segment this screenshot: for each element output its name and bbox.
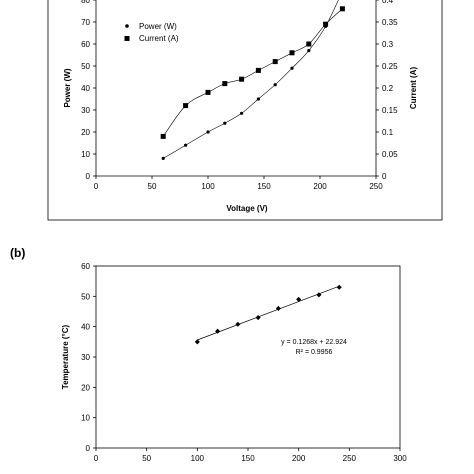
trendline-equation: y = 0.1268x + 22.924 [281,339,347,346]
chart-b-point [316,292,322,298]
chart-b-plot-area [95,265,401,449]
chart-b-point [275,305,281,312]
chart-a-y2-tick-label: 0.4 [382,0,394,5]
legend-power-marker [125,24,129,28]
legend-current-label: Current (A) [139,34,179,43]
chart-b-x-tick-label: 150 [241,454,255,463]
chart-a-ticks: 0 50 100 150 200 2500102030405060708000.050.1… [81,0,398,191]
chart-b-point [194,339,200,345]
chart-a-x-tick-label: 50 [148,182,157,191]
chart-a-y-tick-label: 60 [81,40,90,49]
chart-a-y2-tick-label: 0.1 [382,128,394,137]
chart-a-point-current [205,89,211,95]
chart-a-series [160,0,345,160]
chart-b-y-tick-label: 40 [81,323,90,332]
chart-b-y-tick-label: 10 [81,414,90,423]
chart-a-x-tick-label: 0 [94,182,99,191]
chart-a-axes [95,0,377,177]
chart-a-series-line-1 [163,0,339,159]
chart-a-y2-tick-label: 0.3 [382,40,394,49]
chart-a-point-power [240,111,244,115]
chart-b: 0 50 100 150 200 250 300 0 10 20 30 40 50 60 Temperat… [61,262,407,463]
chart-b-series [194,284,342,345]
panel-b-label: (b) [10,246,25,260]
chart-a-ylabel: Power (W) [63,68,72,107]
chart-a-point-power [256,97,260,101]
chart-b-axes [95,265,401,449]
legend-power-label: Power (W) [139,22,177,31]
chart-b-point [255,315,261,321]
chart-b-point [215,328,221,334]
chart-a-point-current [239,76,245,82]
chart-a-y2-tick-label: 0 [382,172,387,181]
chart-b-ylabel: Temperature (°C) [61,324,70,389]
chart-a-y-tick-label: 0 [86,172,91,181]
chart-a: 0 50 100 150 200 2500102030405060708000.050.1… [63,0,418,213]
chart-a-xlabel: Voltage (V) [226,204,268,213]
chart-a-point-power [290,66,294,70]
chart-a-y-tick-label: 40 [81,84,90,93]
chart-a-point-power [161,156,165,160]
chart-a-x-tick-label: 150 [257,182,271,191]
chart-a-x-tick-label: 200 [313,182,327,191]
chart-a-y-tick-label: 50 [81,62,90,71]
chart-b-y-tick-label: 60 [81,262,90,271]
chart-a-x-tick-label: 250 [369,182,383,191]
chart-b-point [235,321,241,327]
chart-b-y-tick-label: 30 [81,353,90,362]
chart-a-point-power [223,121,227,125]
chart-a-point-current [272,59,278,65]
chart-a-point-power [273,83,277,87]
chart-a-point-power [206,130,210,134]
chart-a-y2-tick-label: 0.15 [382,106,398,115]
chart-a-y2-tick-label: 0.05 [382,150,398,159]
chart-b-x-tick-label: 200 [292,454,306,463]
chart-a-x-tick-label: 100 [201,182,215,191]
chart-a-y-tick-label: 70 [81,18,90,27]
chart-a-point-current [160,133,166,139]
chart-a-point-current [306,41,312,47]
chart-a-point-power [184,143,188,147]
chart-a-series-line-2 [162,8,343,137]
chart-a-y2-tick-label: 0.2 [382,84,394,93]
chart-b-x-tick-label: 300 [393,454,407,463]
chart-b-x-tick-label: 250 [343,454,357,463]
chart-a-legend: Power (W) Current (A) [124,22,179,43]
chart-a-point-current [323,21,329,27]
chart-a-point-current [222,81,228,87]
chart-a-y-tick-label: 30 [81,106,90,115]
chart-b-x-tick-label: 100 [191,454,205,463]
chart-a-point-power [307,49,311,53]
chart-b-point [296,296,302,302]
chart-a-point-current [183,103,189,109]
chart-b-point [336,284,342,290]
chart-b-x-tick-label: 0 [94,454,99,463]
chart-b-trendline [197,285,340,341]
chart-a-y-tick-label: 80 [81,0,90,5]
chart-a-y2-tick-label: 0.25 [382,62,398,71]
chart-a-point-current [339,6,345,12]
chart-b-ticks: 0 50 100 150 200 250 300 0 10 20 30 40 50 60 [81,262,407,463]
chart-a-y-tick-label: 10 [81,150,90,159]
chart-a-point-current [289,50,295,56]
chart-a-y-tick-label: 20 [81,128,90,137]
chart-a-y2-tick-label: 0.35 [382,18,398,27]
chart-a-y2label: Current (A) [409,67,418,110]
chart-b-y-tick-label: 50 [81,292,90,301]
chart-b-y-tick-label: 0 [86,444,91,453]
panel-a-frame [47,0,443,221]
chart-b-y-tick-label: 20 [81,383,90,392]
chart-b-x-tick-label: 50 [142,454,151,463]
legend-current-marker [124,36,130,41]
trendline-r2: R² = 0.9956 [296,349,333,356]
chart-a-point-current [255,67,261,73]
